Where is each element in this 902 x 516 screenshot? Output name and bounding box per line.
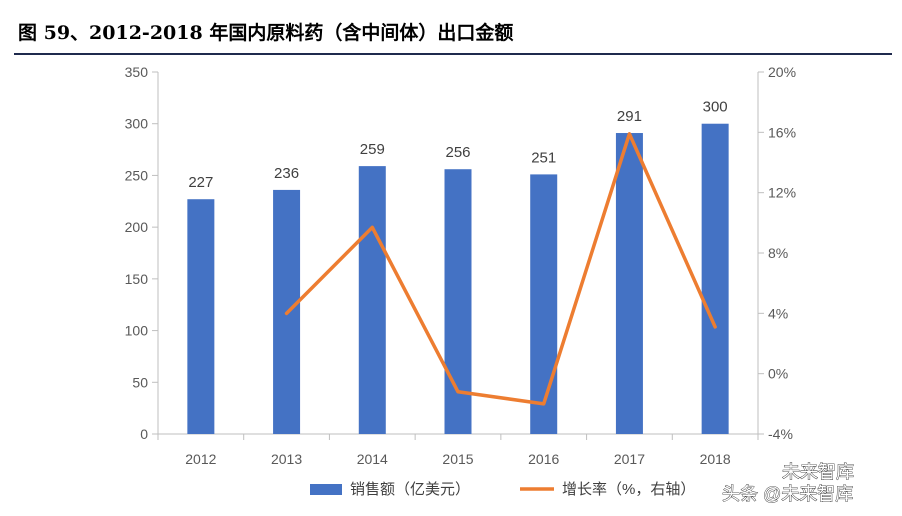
y-left-tick-label: 50 [132, 374, 148, 390]
y-right-tick-label: -4% [768, 426, 793, 442]
y-left-tick-label: 350 [125, 64, 149, 80]
y-right-tick-label: 16% [768, 124, 796, 140]
y-left-tick-label: 0 [140, 426, 148, 442]
x-tick-label: 2014 [357, 451, 388, 467]
legend-label-bar: 销售额（亿美元） [350, 481, 470, 498]
axis-ticks: 0 50 100 150 200 250 300 350 -4% 0% 4% 8% 12% 16% 20% 2… [125, 64, 796, 467]
y-right-tick-label: 0% [768, 366, 788, 382]
bar-data-label: 227 [188, 174, 213, 191]
bar [187, 199, 215, 434]
bar-data-labels: 227 236 259 256 251 291 300 [188, 99, 727, 192]
bar [615, 133, 643, 434]
legend: 销售额（亿美元） 增长率（%，右轴） [310, 481, 695, 498]
y-left-tick-label: 250 [125, 167, 149, 183]
x-tick-label: 2016 [528, 451, 559, 467]
bar-data-label: 291 [617, 108, 642, 125]
growth-rate-line [284, 132, 717, 406]
x-tick-label: 2015 [442, 451, 473, 467]
bar [530, 174, 558, 434]
y-left-tick-label: 200 [125, 219, 149, 235]
x-tick-label: 2013 [271, 451, 302, 467]
bar-data-label: 256 [445, 144, 470, 161]
bar-data-label: 259 [360, 141, 385, 158]
bar-data-label: 236 [274, 165, 299, 182]
x-tick-label: 2012 [185, 451, 216, 467]
y-right-tick-label: 4% [768, 305, 788, 321]
bar [358, 166, 386, 434]
y-left-tick-label: 300 [125, 116, 149, 132]
bar-data-label: 251 [531, 149, 556, 166]
x-tick-label: 2017 [614, 451, 645, 467]
line-series [284, 132, 717, 406]
bar [701, 123, 729, 434]
watermark-line-1: 未来智库 [782, 462, 854, 482]
y-left-tick-label: 100 [125, 323, 149, 339]
bar-data-label: 300 [703, 99, 728, 116]
watermark-line-2: 头条 @未来智库 [722, 484, 853, 504]
legend-swatch-bar [310, 484, 342, 495]
y-right-tick-label: 12% [768, 185, 796, 201]
title-rule [14, 53, 892, 55]
figure-title: 图 59、2012-2018 年国内原料药（含中间体）出口金额 [18, 22, 514, 44]
y-right-tick-label: 8% [768, 245, 788, 261]
y-right-tick-label: 20% [768, 64, 796, 80]
y-left-tick-label: 150 [125, 271, 149, 287]
legend-label-line: 增长率（%，右轴） [562, 481, 695, 498]
x-tick-label: 2018 [700, 451, 731, 467]
